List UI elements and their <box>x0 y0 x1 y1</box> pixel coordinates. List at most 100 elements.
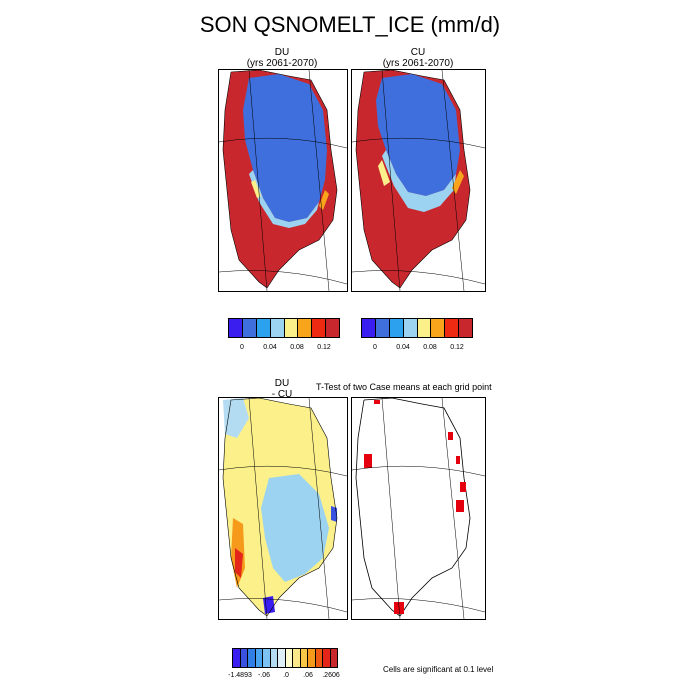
latitude-arc <box>352 137 485 149</box>
panel-diff-line1: DU <box>274 378 290 389</box>
greenland-diff-cool <box>261 474 329 582</box>
greenland-diff-red-coast <box>235 548 243 578</box>
colorbar-cu-tick: 0 <box>373 344 377 351</box>
greenland-low-region <box>243 74 327 222</box>
colorbar-diff-tick: .0 <box>283 672 289 679</box>
latitude-arc <box>352 465 485 477</box>
colorbar-diff-tick: .06 <box>303 672 313 679</box>
meridian-line <box>381 70 401 291</box>
latitude-arc <box>219 137 347 149</box>
greenland-orange-patch <box>452 170 464 194</box>
panel-cu-title: CU (yrs 2061-2070) <box>352 47 484 69</box>
colorbar-diff-tick: .2606 <box>322 672 340 679</box>
colorbar-swatch <box>255 649 263 667</box>
colorbar-cu <box>361 318 473 338</box>
meridian-line <box>441 398 465 619</box>
latitude-arc <box>219 465 347 477</box>
colorbar-swatch <box>312 319 327 337</box>
meridian-line <box>248 70 268 291</box>
coastline <box>222 70 338 289</box>
colorbar-swatch <box>389 319 404 337</box>
colorbar-diff-tick: -.06 <box>257 672 271 679</box>
colorbar-swatch <box>362 319 376 337</box>
panel-cu-years: (yrs 2061-2070) <box>382 58 454 69</box>
map-ttest <box>351 397 486 620</box>
colorbar-swatch <box>326 319 339 337</box>
colorbar-swatch <box>330 649 337 667</box>
colorbar-du-tick: 0 <box>240 344 244 351</box>
colorbar-swatch <box>270 319 285 337</box>
meridian-line <box>248 398 268 619</box>
colorbar-swatch <box>256 319 271 337</box>
colorbar-swatch <box>323 649 331 667</box>
colorbar-cu-tick: 0.04 <box>396 344 410 351</box>
colorbar-swatch <box>240 649 248 667</box>
map-cu-svg <box>352 70 485 291</box>
significant-cell <box>460 482 466 492</box>
meridian-line <box>441 70 465 291</box>
colorbar-swatch <box>270 649 278 667</box>
map-du <box>218 69 348 292</box>
colorbar-swatch <box>229 319 243 337</box>
significant-cell <box>364 454 372 468</box>
map-cu <box>351 69 486 292</box>
latitude-arc <box>352 270 485 285</box>
colorbar-swatch <box>375 319 390 337</box>
meridian-line <box>308 398 330 619</box>
colorbar-swatch <box>445 319 460 337</box>
greenland-orange-patch <box>319 190 329 210</box>
greenland-yellow-patch <box>378 160 390 186</box>
colorbar-swatch <box>233 649 241 667</box>
map-diff <box>218 397 348 620</box>
colorbar-du-tick: 0.08 <box>290 344 304 351</box>
coastline <box>222 398 338 617</box>
colorbar-swatch <box>403 319 418 337</box>
colorbar-swatch <box>417 319 432 337</box>
panel-ttest-title: T-Test of two Case means at each grid po… <box>316 382 492 392</box>
colorbar-diff <box>232 648 338 668</box>
coastline <box>355 70 471 289</box>
significant-cell <box>448 432 453 440</box>
panel-du-case: DU <box>274 47 290 58</box>
colorbar-swatch <box>308 649 316 667</box>
colorbar-du-tick: 0.04 <box>263 344 277 351</box>
colorbar-swatch <box>284 319 299 337</box>
colorbar-swatch <box>285 649 293 667</box>
colorbar-swatch <box>278 649 286 667</box>
map-diff-svg <box>219 398 347 619</box>
colorbar-swatch <box>315 649 323 667</box>
colorbar-swatch <box>298 319 313 337</box>
colorbar-swatch <box>293 649 301 667</box>
colorbar-du-tick: 0.12 <box>317 344 331 351</box>
significant-cell <box>374 400 380 404</box>
panel-diff-line2: - CU <box>271 389 293 400</box>
greenland-low-region <box>376 74 460 196</box>
colorbar-du <box>228 318 340 338</box>
panel-du-title: DU (yrs 2061-2070) <box>218 47 346 69</box>
colorbar-cu-tick: 0.08 <box>423 344 437 351</box>
panel-cu-case: CU <box>410 47 426 58</box>
greenland-yellow-patch <box>251 180 261 198</box>
significant-cell <box>456 456 460 464</box>
map-du-svg <box>219 70 347 291</box>
map-ttest-svg <box>352 398 485 619</box>
meridian-line <box>381 398 401 619</box>
panel-diff-title: DU - CU <box>218 378 346 400</box>
greenland-mid-rim <box>382 150 456 212</box>
colorbar-swatch <box>248 649 256 667</box>
significance-note: Cells are significant at 0.1 level <box>383 665 494 674</box>
panel-du-years: (yrs 2061-2070) <box>246 58 318 69</box>
latitude-arc <box>219 270 347 285</box>
figure-title: SON QSNOMELT_ICE (mm/d) <box>199 12 501 37</box>
significant-cell <box>456 500 464 512</box>
greenland-mid-rim <box>249 170 319 228</box>
latitude-arc <box>219 598 347 613</box>
colorbar-swatch <box>459 319 472 337</box>
latitude-arc <box>352 598 485 613</box>
meridian-line <box>308 70 330 291</box>
colorbar-swatch <box>263 649 271 667</box>
coastline <box>355 398 471 617</box>
colorbar-cu-tick: 0.12 <box>450 344 464 351</box>
colorbar-swatch <box>242 319 257 337</box>
colorbar-diff-tick: -1.4893 <box>228 672 252 679</box>
